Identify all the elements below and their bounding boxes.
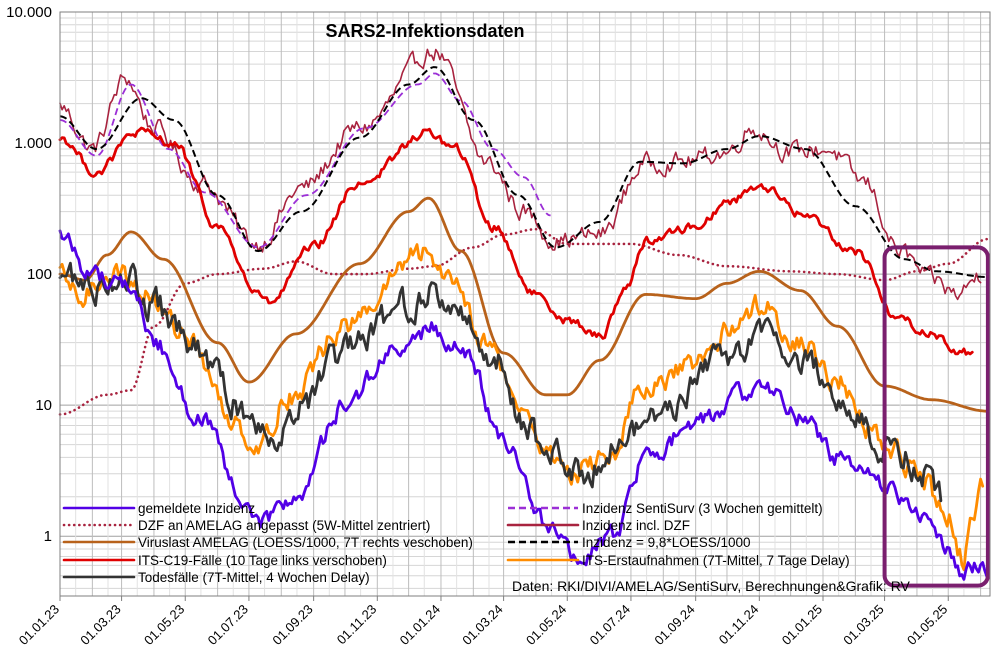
plot-area [60,12,990,596]
x-tick-label: 01.07.23 [205,602,251,648]
x-tick-label: 01.03.24 [459,602,505,648]
x-tick-label: 01.03.23 [77,602,123,648]
y-tick-label: 1 [44,528,52,545]
legend-label: Inzidenz incl. DZF [582,518,690,533]
x-tick-label: 01.05.24 [523,602,569,648]
legend-label: Inzidenz = 9,8*LOESS/1000 [582,535,751,550]
legend-label: ITS-Erstaufnahmen (7T-Mittel, 7 Tage Del… [582,553,850,568]
y-tick-label: 10 [35,397,52,414]
legend-label: Viruslast AMELAG (LOESS/1000, 7T rechts … [138,535,473,550]
x-tick-label: 01.03.25 [840,602,886,648]
x-tick-label: 01.01.23 [16,602,62,648]
x-tick-label: 01.09.24 [651,602,697,648]
x-tick-label: 01.01.25 [779,602,825,648]
series-line-8 [58,229,989,581]
x-tick-label: 01.07.24 [587,602,633,648]
x-tick-label: 01.05.23 [141,602,187,648]
highlight-rect [882,245,990,588]
series-line-7 [58,261,943,503]
legend-label: DZF an AMELAG angepasst (5W-Mittel zentr… [138,518,430,533]
series-layer [58,48,989,581]
y-tick-label: 10.000 [6,4,52,21]
y-tick-label: 1.000 [14,135,52,152]
highlight-box [882,245,990,588]
series-line-5 [58,196,989,413]
credit-text: Daten: RKI/DIVI/AMELAG/SentiSurv, Berech… [512,578,911,594]
x-tick-label: 01.09.23 [269,602,315,648]
legend-label: gemeldete Inzidenz [138,501,255,516]
x-tick-label: 01.11.23 [334,602,380,648]
y-tick-label: 100 [27,266,52,283]
series-line-1 [59,72,551,249]
legend-label: ITS-C19-Fälle (10 Tage links verschoben) [138,553,387,568]
series-line-2 [59,66,987,278]
legend-label: Inzidenz SentiSurv (3 Wochen gemittelt) [582,501,823,516]
grid [59,11,990,596]
x-tick-label: 01.01.24 [397,602,443,648]
series-line-4 [58,126,974,356]
plot-frame [59,11,991,597]
legend: gemeldete Inzidenz Inzidenz SentiSurv (3 … [62,501,850,585]
chart-title: SARS2-Infektionsdaten [325,21,524,41]
legend-label: Todesfälle (7T-Mittel, 4 Wochen Delay) [138,570,370,585]
x-tick-label: 01.11.24 [716,602,762,648]
x-tick-label: 01.05.25 [904,602,950,648]
